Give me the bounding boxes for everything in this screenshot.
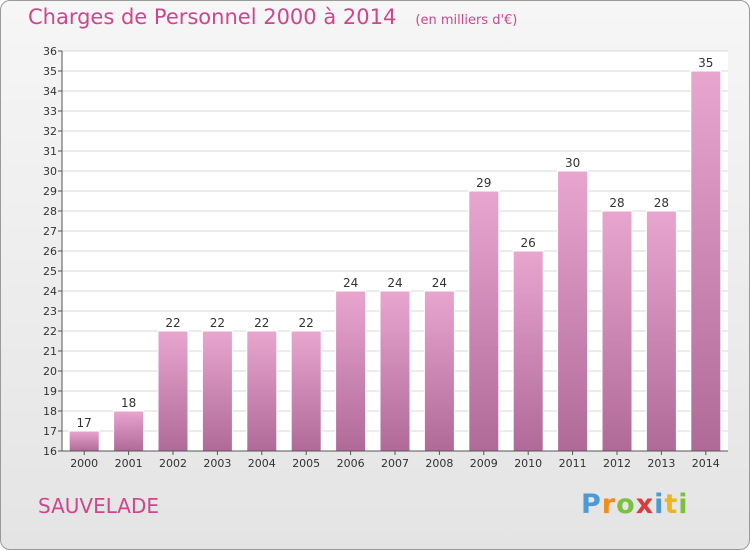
data-label: 22 [299, 316, 314, 330]
logo-letter: i [678, 489, 689, 520]
data-label: 22 [165, 316, 180, 330]
y-tick-label: 25 [43, 265, 57, 278]
x-tick-label: 2004 [248, 457, 276, 470]
x-tick-label: 2014 [692, 457, 720, 470]
data-label: 26 [521, 236, 536, 250]
data-label: 22 [210, 316, 225, 330]
x-tick-label: 2009 [470, 457, 498, 470]
y-tick-label: 18 [43, 405, 57, 418]
x-tick-label: 2002 [159, 457, 187, 470]
data-label: 28 [654, 196, 669, 210]
logo-letter: o [616, 489, 636, 520]
bar-2007 [379, 290, 411, 452]
x-tick-label: 2001 [115, 457, 143, 470]
y-tick-label: 21 [43, 345, 57, 358]
bar-2000 [68, 430, 100, 452]
x-tick-label: 2003 [203, 457, 231, 470]
data-label: 28 [609, 196, 624, 210]
bar-2009 [468, 190, 500, 452]
data-label: 35 [698, 56, 713, 70]
y-tick-label: 33 [43, 105, 57, 118]
data-label: 30 [565, 156, 580, 170]
data-label: 24 [343, 276, 358, 290]
bar-2003 [201, 330, 233, 452]
bar-2014 [690, 70, 722, 452]
x-tick-label: 2012 [603, 457, 631, 470]
bar-2012 [601, 210, 633, 452]
x-tick-label: 2013 [647, 457, 675, 470]
x-tick-label: 2000 [70, 457, 98, 470]
logo-letter: r [601, 489, 617, 520]
y-tick-label: 34 [43, 85, 57, 98]
bar-2011 [557, 170, 589, 452]
bar-2006 [335, 290, 367, 452]
x-tick-label: 2008 [425, 457, 453, 470]
municipality-name: SAUVELADE [38, 494, 160, 518]
bar-2010 [512, 250, 544, 452]
y-tick-label: 36 [43, 45, 57, 58]
y-tick-label: 28 [43, 205, 57, 218]
chart-title: Charges de Personnel 2000 à 2014 [28, 5, 397, 29]
data-label: 24 [432, 276, 447, 290]
y-tick-label: 16 [43, 445, 57, 458]
y-tick-label: 22 [43, 325, 57, 338]
bar-2013 [645, 210, 677, 452]
y-tick-label: 30 [43, 165, 57, 178]
y-tick-label: 23 [43, 305, 57, 318]
x-tick-label: 2005 [292, 457, 320, 470]
data-label: 22 [254, 316, 269, 330]
y-axis-ticks: 16 17 18 19 20 21 22 23 24 25 26 27 28 29 30 31 32 33 34 35… [43, 45, 62, 458]
logo-letter: x [635, 489, 655, 520]
logo-letter: P [581, 489, 602, 520]
y-tick-label: 27 [43, 225, 57, 238]
y-tick-label: 32 [43, 125, 57, 138]
bar-2004 [246, 330, 278, 452]
bar-2005 [290, 330, 322, 452]
data-label: 17 [77, 416, 92, 430]
x-tick-label: 2010 [514, 457, 542, 470]
chart-subtitle: (en milliers d'€) [415, 13, 518, 28]
proxiti-logo: Proxiti [581, 489, 689, 520]
x-tick-label: 2006 [337, 457, 365, 470]
y-tick-label: 19 [43, 385, 57, 398]
x-tick-label: 2007 [381, 457, 409, 470]
bar-2008 [423, 290, 455, 452]
y-tick-label: 29 [43, 185, 57, 198]
logo-letter: t [664, 489, 679, 520]
data-label: 29 [476, 176, 491, 190]
logo-letter: i [654, 489, 665, 520]
x-tick-label: 2011 [559, 457, 587, 470]
x-axis-ticks: 2000 2001 2002 2003 2004 2005 2006 2007 2008 2009… [70, 451, 720, 470]
y-tick-label: 20 [43, 365, 57, 378]
bars [68, 70, 722, 452]
y-tick-label: 31 [43, 145, 57, 158]
title-row: Charges de Personnel 2000 à 2014 (en mil… [28, 5, 517, 29]
data-label: 18 [121, 396, 136, 410]
y-tick-label: 17 [43, 425, 57, 438]
y-tick-label: 35 [43, 65, 57, 78]
bar-2002 [157, 330, 189, 452]
data-label: 24 [387, 276, 402, 290]
y-tick-label: 24 [43, 285, 57, 298]
bar-2001 [113, 410, 145, 452]
data-labels: 17 18 22 22 22 22 24 24 24 29 26 30 28 28 35 [77, 56, 714, 430]
y-tick-label: 26 [43, 245, 57, 258]
